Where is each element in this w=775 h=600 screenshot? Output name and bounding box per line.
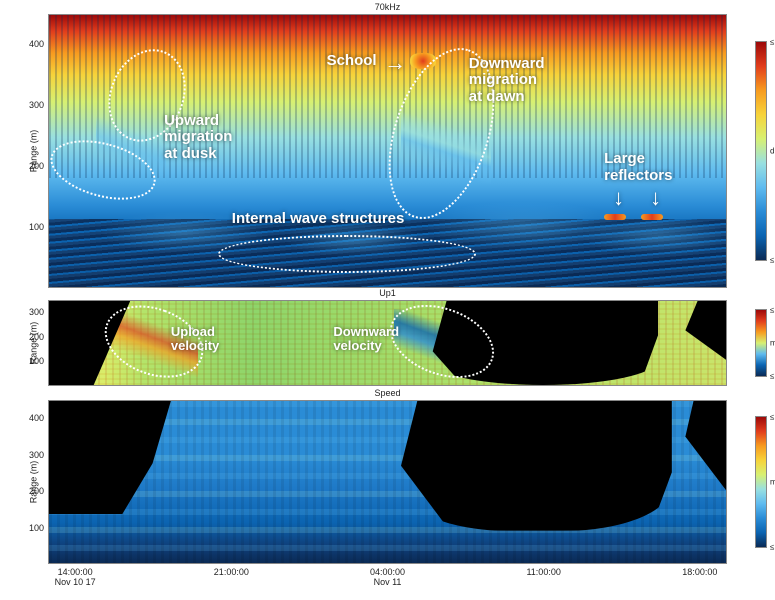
xtick: 21:00:00 bbox=[214, 567, 249, 577]
panel2-colorbar: ≤ 0.05 m/s ≤ -0.05 bbox=[755, 309, 767, 378]
ytick: 100 bbox=[20, 222, 44, 232]
xtick-sub: Nov 10 17 bbox=[55, 577, 96, 587]
ytick: 100 bbox=[20, 523, 44, 533]
cbar1-bot: ≤ -120 bbox=[770, 255, 775, 264]
xtick-sub: Nov 11 bbox=[374, 577, 402, 587]
ytick: 100 bbox=[20, 356, 44, 366]
panel3-ylabel: Range (m) bbox=[28, 461, 38, 504]
cbar2-bot: ≤ -0.05 bbox=[770, 372, 775, 381]
xtick: 18:00:00 bbox=[682, 567, 717, 577]
ytick: 400 bbox=[20, 413, 44, 423]
p1-downmig bbox=[401, 48, 491, 248]
p1-reflector-2 bbox=[641, 214, 663, 220]
ytick: 400 bbox=[20, 39, 44, 49]
ytick: 200 bbox=[20, 332, 44, 342]
cbar3-bot: ≤ 0.00 bbox=[770, 542, 775, 551]
panel2-title: Up1 bbox=[379, 288, 396, 298]
cbar2-top: ≤ 0.05 bbox=[770, 305, 775, 314]
xtick: 14:00:00 bbox=[58, 567, 93, 577]
p2-mask-right bbox=[428, 301, 658, 385]
cbar1-unit: dB bbox=[770, 147, 775, 156]
cbar3-unit: m/s bbox=[770, 478, 775, 487]
ytick: 300 bbox=[20, 450, 44, 460]
p1-reflector-1 bbox=[604, 214, 626, 220]
p1-upmig bbox=[96, 64, 166, 234]
p2-up-patch bbox=[110, 309, 198, 376]
panel1-plot: School → Upward migration at dusk Downwa… bbox=[48, 14, 727, 288]
panel-up1: Up1 Upload velocity Downward velocity Ra… bbox=[48, 300, 727, 386]
cbar3-top: ≤ 0.30 bbox=[770, 413, 775, 422]
panel3-plot bbox=[48, 400, 727, 564]
panel2-plot: Upload velocity Downward velocity bbox=[48, 300, 727, 386]
panel1-colorbar: ≤ -90 dB ≤ -120 bbox=[755, 41, 767, 260]
xtick: 04:00:00 bbox=[370, 567, 405, 577]
panel-70khz: 70kHz School → Upward migration at bbox=[48, 14, 727, 288]
panel-speed: Speed Range (m) ≤ 0.30 m/s ≤ 0.00 100200… bbox=[48, 400, 727, 564]
figure-root: 70kHz School → Upward migration at bbox=[0, 0, 775, 600]
panel3-title: Speed bbox=[374, 388, 400, 398]
xtick: 11:00:00 bbox=[526, 567, 560, 577]
ytick: 300 bbox=[20, 307, 44, 317]
ytick: 200 bbox=[20, 161, 44, 171]
p3-mask-right bbox=[401, 401, 672, 531]
ytick: 300 bbox=[20, 100, 44, 110]
cbar2-unit: m/s bbox=[770, 339, 775, 348]
panel1-title: 70kHz bbox=[375, 2, 401, 12]
ytick: 200 bbox=[20, 486, 44, 496]
cbar1-top: ≤ -90 bbox=[770, 38, 775, 47]
panel3-colorbar: ≤ 0.30 m/s ≤ 0.00 bbox=[755, 416, 767, 547]
